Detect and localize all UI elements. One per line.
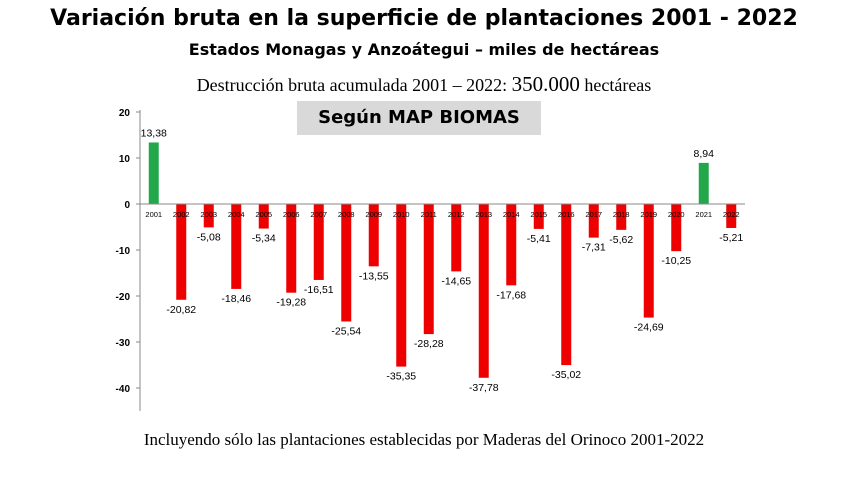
bar [588, 204, 599, 238]
data-label: -35,35 [386, 371, 416, 383]
chart-title: Variación bruta en la superficie de plan… [50, 6, 798, 31]
y-tick-label: 0 [124, 200, 130, 211]
data-label: -16,51 [304, 284, 334, 296]
x-tick-label: 2021 [695, 210, 712, 219]
bar [561, 204, 572, 366]
data-label: -24,69 [634, 322, 664, 334]
x-tick-label: 2022 [723, 210, 740, 219]
bar [506, 204, 517, 286]
y-tick-label: -20 [116, 292, 131, 303]
note-suffix: hectáreas [584, 75, 652, 95]
source-label: Según MAP BIOMAS [297, 101, 541, 135]
bar [148, 142, 159, 204]
x-tick-label: 2003 [200, 210, 217, 219]
bar [643, 204, 654, 318]
x-tick-label: 2015 [530, 210, 547, 219]
bar [396, 204, 407, 367]
x-tick-label: 2010 [393, 210, 410, 219]
data-label: -5,34 [252, 233, 276, 245]
data-label: -25,54 [331, 325, 361, 337]
footnote: Incluyendo sólo las plantaciones estable… [143, 430, 705, 449]
y-tick-label: -10 [116, 246, 131, 257]
data-label: -10,25 [661, 255, 691, 267]
x-tick-label: 2004 [228, 210, 245, 219]
data-label: 13,38 [141, 127, 167, 139]
data-label: -19,28 [276, 297, 306, 309]
x-tick-label: 2002 [173, 210, 190, 219]
data-label: -18,46 [221, 293, 251, 305]
bar [231, 204, 242, 289]
bar [533, 204, 544, 229]
x-tick-label: 2007 [310, 210, 327, 219]
y-tick-label: -40 [116, 384, 131, 395]
x-tick-label: 2008 [338, 210, 355, 219]
bar [451, 204, 462, 272]
data-label: -5,41 [527, 233, 551, 245]
data-label: 8,94 [694, 148, 715, 160]
data-label: -28,28 [414, 338, 444, 350]
bar [203, 204, 214, 228]
x-tick-label: 2012 [448, 210, 465, 219]
data-label: -14,65 [441, 275, 471, 287]
chart-subtitle: Estados Monagas y Anzoátegui – miles de … [188, 40, 660, 59]
x-tick-label: 2018 [613, 210, 630, 219]
x-tick-label: 2009 [365, 210, 382, 219]
data-label: -37,78 [469, 382, 499, 394]
bar [313, 204, 324, 280]
bar [368, 204, 379, 267]
y-tick-label: 20 [119, 108, 131, 119]
x-tick-label: 2016 [558, 210, 575, 219]
x-tick-label: 2006 [283, 210, 300, 219]
bar [671, 204, 682, 252]
x-tick-label: 2005 [255, 210, 272, 219]
x-tick-label: 2019 [640, 210, 657, 219]
bar [726, 204, 737, 228]
data-label: -17,68 [496, 289, 526, 301]
bar [258, 204, 269, 229]
data-label: -5,08 [197, 231, 221, 243]
bar [698, 162, 709, 204]
x-tick-label: 2011 [421, 210, 437, 219]
data-label: -5,62 [609, 234, 633, 246]
data-label: -20,82 [166, 304, 196, 316]
x-tick-label: 2014 [503, 210, 520, 219]
bar [423, 204, 434, 335]
y-tick-label: -30 [116, 338, 131, 349]
bar [341, 204, 352, 322]
x-tick-label: 2013 [475, 210, 492, 219]
data-label: -13,55 [359, 270, 389, 282]
data-label: -7,31 [582, 242, 606, 254]
x-tick-label: 2020 [668, 210, 685, 219]
note-value: 350.000 [511, 72, 580, 96]
x-tick-label: 2001 [145, 210, 162, 219]
data-label: -35,02 [551, 369, 581, 381]
bar [478, 204, 489, 378]
bar [286, 204, 297, 293]
bar [176, 204, 187, 300]
y-tick-label: 10 [119, 154, 131, 165]
data-label: -5,21 [719, 232, 743, 244]
cumulative-note: Destrucción bruta acumulada 2001 – 2022:… [0, 72, 848, 97]
x-tick-label: 2017 [585, 210, 602, 219]
bar [616, 204, 627, 230]
note-prefix: Destrucción bruta acumulada 2001 – 2022: [196, 75, 508, 95]
